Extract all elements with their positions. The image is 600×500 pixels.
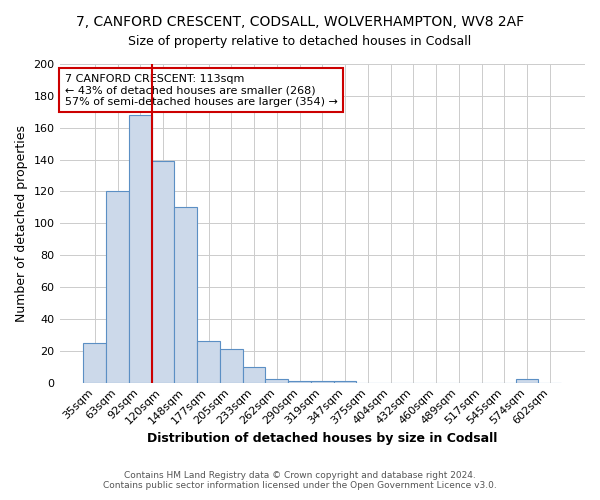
Bar [265,380,288,382]
Bar [129,115,152,382]
Text: Contains HM Land Registry data © Crown copyright and database right 2024.
Contai: Contains HM Land Registry data © Crown c… [103,470,497,490]
Bar [311,381,334,382]
Bar [515,380,538,382]
Bar [242,366,265,382]
Bar [83,343,106,382]
Bar [106,192,129,382]
Y-axis label: Number of detached properties: Number of detached properties [15,125,28,322]
Text: Size of property relative to detached houses in Codsall: Size of property relative to detached ho… [128,35,472,48]
Text: 7 CANFORD CRESCENT: 113sqm
← 43% of detached houses are smaller (268)
57% of sem: 7 CANFORD CRESCENT: 113sqm ← 43% of deta… [65,74,338,107]
Bar [152,161,175,382]
X-axis label: Distribution of detached houses by size in Codsall: Distribution of detached houses by size … [147,432,497,445]
Bar [175,208,197,382]
Bar [197,341,220,382]
Bar [288,381,311,382]
Bar [334,381,356,382]
Text: 7, CANFORD CRESCENT, CODSALL, WOLVERHAMPTON, WV8 2AF: 7, CANFORD CRESCENT, CODSALL, WOLVERHAMP… [76,15,524,29]
Bar [220,349,242,382]
